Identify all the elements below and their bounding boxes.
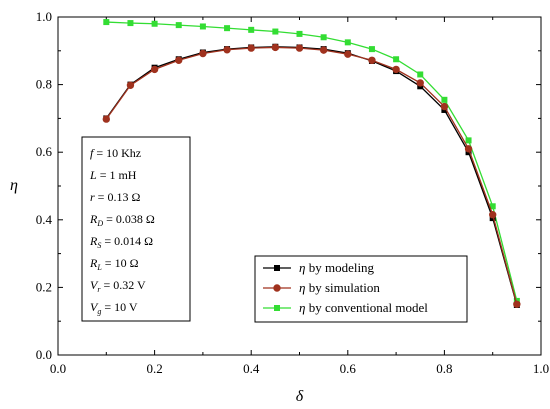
series-conventional-point xyxy=(344,39,351,46)
param-frequency-rest: = 10 Khz xyxy=(93,146,141,160)
y-tick-label: 0.2 xyxy=(36,279,52,294)
param-resistance-rl: RL = 10 Ω xyxy=(89,256,139,272)
series-conventional-point xyxy=(151,20,158,27)
series-conventional-point xyxy=(127,20,134,27)
series-layer xyxy=(102,19,521,308)
series-simulation-point xyxy=(199,49,207,58)
series-simulation-point xyxy=(513,300,521,308)
series-conventional-point xyxy=(489,203,496,210)
legend-item-conventional: η by conventional model xyxy=(263,300,428,315)
x-tick-label: 0.2 xyxy=(146,361,162,376)
y-tick-label: 0.0 xyxy=(36,347,52,362)
legend-label-conventional: η by conventional model xyxy=(299,300,428,315)
x-tick-label: 0.4 xyxy=(243,361,260,376)
y-tick-label: 1.0 xyxy=(36,9,52,24)
x-tick-label: 0.8 xyxy=(436,361,452,376)
series-simulation-point xyxy=(464,145,473,153)
series-simulation-point xyxy=(368,56,376,64)
series-conventional-point xyxy=(248,26,255,33)
ticks: 0.0 0.2 0.4 0.6 0.8 1.0 0.0 0.2 0.4 0.6 0.8 1.0 δ η xyxy=(10,9,549,405)
series-conventional-point xyxy=(368,46,375,53)
series-simulation-point xyxy=(102,115,111,123)
legend-swatch-point xyxy=(274,305,280,311)
series-conventional-point xyxy=(296,30,303,37)
series-conventional-line xyxy=(106,21,518,302)
param-voltage-vg: Vg = 10 V xyxy=(90,300,138,316)
param-inductance: L = 1 mH xyxy=(89,168,137,182)
series-simulation-point xyxy=(319,46,328,54)
series-simulation-point xyxy=(416,79,424,87)
series-simulation-point xyxy=(150,65,159,74)
param-frequency: f = 10 Khz xyxy=(90,146,141,160)
legend-label-modeling: η by modeling xyxy=(299,260,375,275)
series-conventional-point xyxy=(465,137,472,144)
series-conventional-point xyxy=(417,71,424,78)
series-simulation-point xyxy=(126,81,135,89)
param-resistance-r: r = 0.13 Ω xyxy=(90,190,140,204)
series-simulation-line xyxy=(105,46,518,305)
series-modeling-line xyxy=(105,46,518,306)
series-simulation-point xyxy=(175,56,183,64)
x-tick-label: 0.0 xyxy=(50,361,66,376)
series-simulation-point xyxy=(223,46,231,54)
legend-frame xyxy=(254,255,468,323)
series-conventional xyxy=(103,19,520,304)
legend-item-simulation: η by simulation xyxy=(263,280,380,295)
series-simulation-point xyxy=(247,44,255,52)
series-conventional-point xyxy=(272,28,279,35)
series-simulation-point xyxy=(344,50,352,58)
series-simulation-point xyxy=(271,43,280,52)
y-tick-label: 0.4 xyxy=(36,212,53,227)
legend-label-simulation: η by simulation xyxy=(299,280,380,295)
series-conventional-point xyxy=(103,19,110,26)
legend-swatch-point xyxy=(274,265,280,271)
y-axis-title: η xyxy=(10,177,18,194)
series-conventional-point xyxy=(224,25,231,32)
series-conventional-point xyxy=(199,23,206,30)
series-conventional-point xyxy=(441,96,448,103)
series-conventional-point xyxy=(175,22,182,29)
x-axis-title: δ xyxy=(296,388,304,405)
series-simulation xyxy=(102,43,521,308)
param-resistance-rs: RS = 0.014 Ω xyxy=(89,234,153,250)
series-simulation-point xyxy=(489,211,497,219)
y-tick-label: 0.6 xyxy=(36,144,53,159)
parameter-box-frame xyxy=(81,136,191,322)
parameter-box: f = 10 Khz L = 1 mH r = 0.13 Ω RD = 0.03… xyxy=(81,136,191,322)
series-simulation-point xyxy=(392,65,400,74)
series-simulation-point xyxy=(295,44,304,52)
x-tick-label: 0.6 xyxy=(340,361,357,376)
x-tick-label: 1.0 xyxy=(533,361,549,376)
series-conventional-point xyxy=(393,56,400,63)
param-voltage-vr: Vr = 0.32 V xyxy=(90,278,146,294)
legend-item-modeling: η by modeling xyxy=(263,260,375,275)
param-resistance-rd: RD = 0.038 Ω xyxy=(89,212,155,228)
legend: η by modeling η by simulation η by convent… xyxy=(254,255,468,323)
series-simulation-point xyxy=(440,102,449,111)
y-tick-label: 0.8 xyxy=(36,77,52,92)
legend-swatch-point xyxy=(273,284,281,292)
series-conventional-point xyxy=(320,34,327,41)
